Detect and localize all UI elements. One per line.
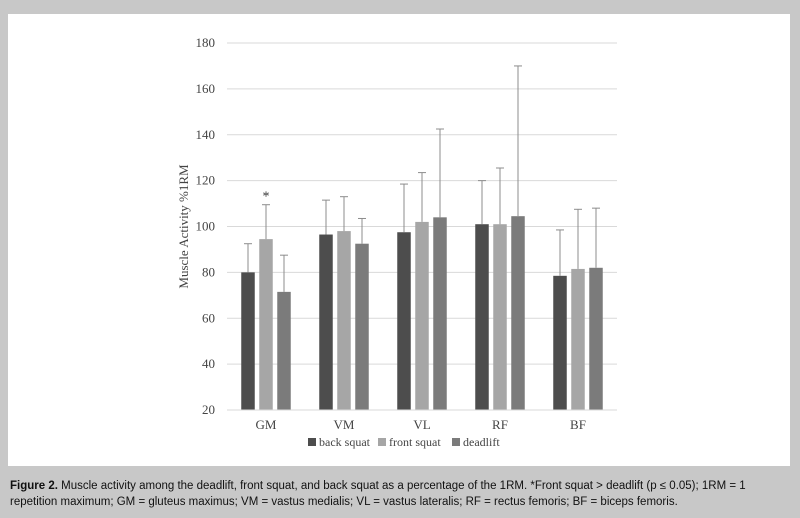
bar [553,275,567,410]
x-category-label: RF [492,417,508,432]
significance-annotation: * [263,190,270,205]
legend-swatch [378,438,386,446]
y-tick-label: 120 [196,173,216,188]
bar [589,267,603,410]
y-tick-label: 180 [196,35,216,50]
bar [475,224,489,410]
legend-swatch [452,438,460,446]
y-tick-label: 140 [196,127,216,142]
caption-text: Muscle activity among the deadlift, fron… [10,480,746,508]
bar [433,217,447,410]
bar [337,231,351,410]
bar [355,243,369,410]
y-tick-label: 20 [202,402,215,417]
caption-label: Figure 2. [10,480,58,492]
legend-label: deadlift [463,435,500,449]
legend-swatch [308,438,316,446]
bar [277,291,291,410]
chart-panel: 20 40 60 80 100 120 140 160 180 Muscle Activity %… [8,14,790,466]
bar [511,216,525,410]
bar [397,232,411,410]
legend-label: back squat [319,435,371,449]
bar [571,268,585,410]
y-tick-label: 80 [202,264,215,279]
legend-label: front squat [389,435,441,449]
y-tick-label: 160 [196,81,216,96]
bar [493,224,507,410]
x-category-label: BF [570,417,586,432]
x-category-label: VM [334,417,355,432]
x-category-label: GM [256,417,277,432]
y-tick-label: 40 [202,356,215,371]
y-axis-title: Muscle Activity %1RM [176,164,191,289]
bar [415,221,429,410]
x-category-label: VL [413,417,430,432]
figure-caption: Figure 2. Muscle activity among the dead… [10,478,792,510]
bar [241,272,255,410]
y-tick-label: 100 [196,219,216,234]
bar [319,234,333,410]
y-tick-label: 60 [202,310,215,325]
bar [259,239,273,410]
bar-chart: 20 40 60 80 100 120 140 160 180 Muscle Activity %… [176,35,617,449]
